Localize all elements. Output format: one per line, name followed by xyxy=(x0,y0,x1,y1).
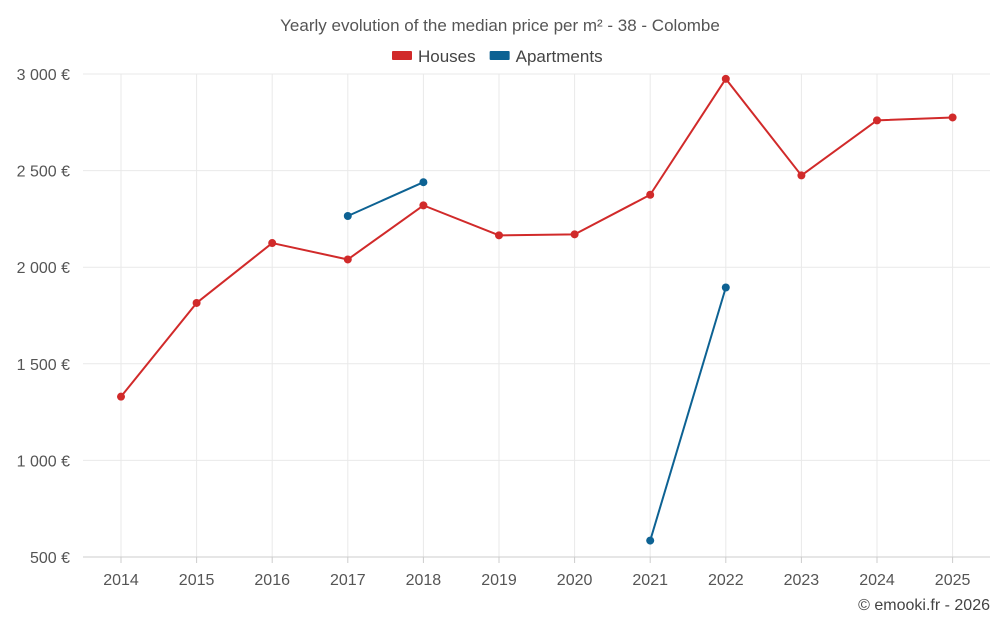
y-tick-label: 2 000 € xyxy=(17,260,70,277)
x-tick-label: 2015 xyxy=(179,572,215,589)
series-line-apartments xyxy=(347,181,424,217)
x-tick-label: 2014 xyxy=(103,572,139,589)
chart-title: Yearly evolution of the median price per… xyxy=(280,16,720,35)
data-point-houses[interactable] xyxy=(948,113,957,122)
data-point-houses[interactable] xyxy=(268,239,277,248)
x-tick-label: 2023 xyxy=(784,572,820,589)
x-tick-label: 2022 xyxy=(708,572,744,589)
legend[interactable]: Houses Apartments xyxy=(392,47,603,66)
y-tick-label: 2 500 € xyxy=(17,164,70,181)
legend-label: Apartments xyxy=(516,47,603,66)
axes: 500 € 1 000 € 1 500 € 2 000 € 2 500 € 3 000 €… xyxy=(17,67,990,589)
series-line-apartments xyxy=(649,287,727,541)
series-line-houses xyxy=(120,77,953,398)
x-tick-label: 2017 xyxy=(330,572,366,589)
data-point-houses[interactable] xyxy=(495,231,503,240)
series-apartments xyxy=(343,178,730,545)
data-point-houses[interactable] xyxy=(419,201,428,210)
x-tick-label: 2018 xyxy=(406,572,442,589)
data-point-apartments[interactable] xyxy=(343,212,352,221)
x-tick-label: 2016 xyxy=(254,572,290,589)
legend-label: Houses xyxy=(418,47,476,66)
data-point-houses[interactable] xyxy=(117,392,125,401)
data-point-houses[interactable] xyxy=(646,190,655,199)
y-tick-label: 1 500 € xyxy=(17,357,70,374)
x-tick-label: 2025 xyxy=(935,572,971,589)
series-houses xyxy=(117,74,957,401)
x-tick-label: 2019 xyxy=(481,572,517,589)
data-point-apartments[interactable] xyxy=(721,283,730,292)
data-point-apartments[interactable] xyxy=(646,536,655,545)
credit-text: © emooki.fr - 2026 xyxy=(858,597,990,614)
data-point-houses[interactable] xyxy=(721,74,730,83)
data-point-apartments[interactable] xyxy=(419,178,428,187)
data-point-houses[interactable] xyxy=(797,171,806,180)
x-tick-label: 2020 xyxy=(557,572,593,589)
x-tick-label: 2024 xyxy=(859,572,895,589)
data-point-houses[interactable] xyxy=(873,116,881,125)
data-point-houses[interactable] xyxy=(192,298,201,307)
legend-item-houses[interactable]: Houses xyxy=(392,47,476,66)
legend-swatch xyxy=(489,51,510,60)
data-point-houses[interactable] xyxy=(570,230,579,239)
legend-swatch xyxy=(392,51,412,60)
legend-item-apartments[interactable]: Apartments xyxy=(489,47,603,66)
y-tick-label: 1 000 € xyxy=(17,453,70,470)
y-tick-label: 3 000 € xyxy=(17,67,70,84)
data-point-houses[interactable] xyxy=(343,255,352,264)
plot-series xyxy=(117,74,957,545)
x-tick-label: 2021 xyxy=(632,572,668,589)
y-tick-label: 500 € xyxy=(30,550,70,567)
grid xyxy=(83,73,990,557)
